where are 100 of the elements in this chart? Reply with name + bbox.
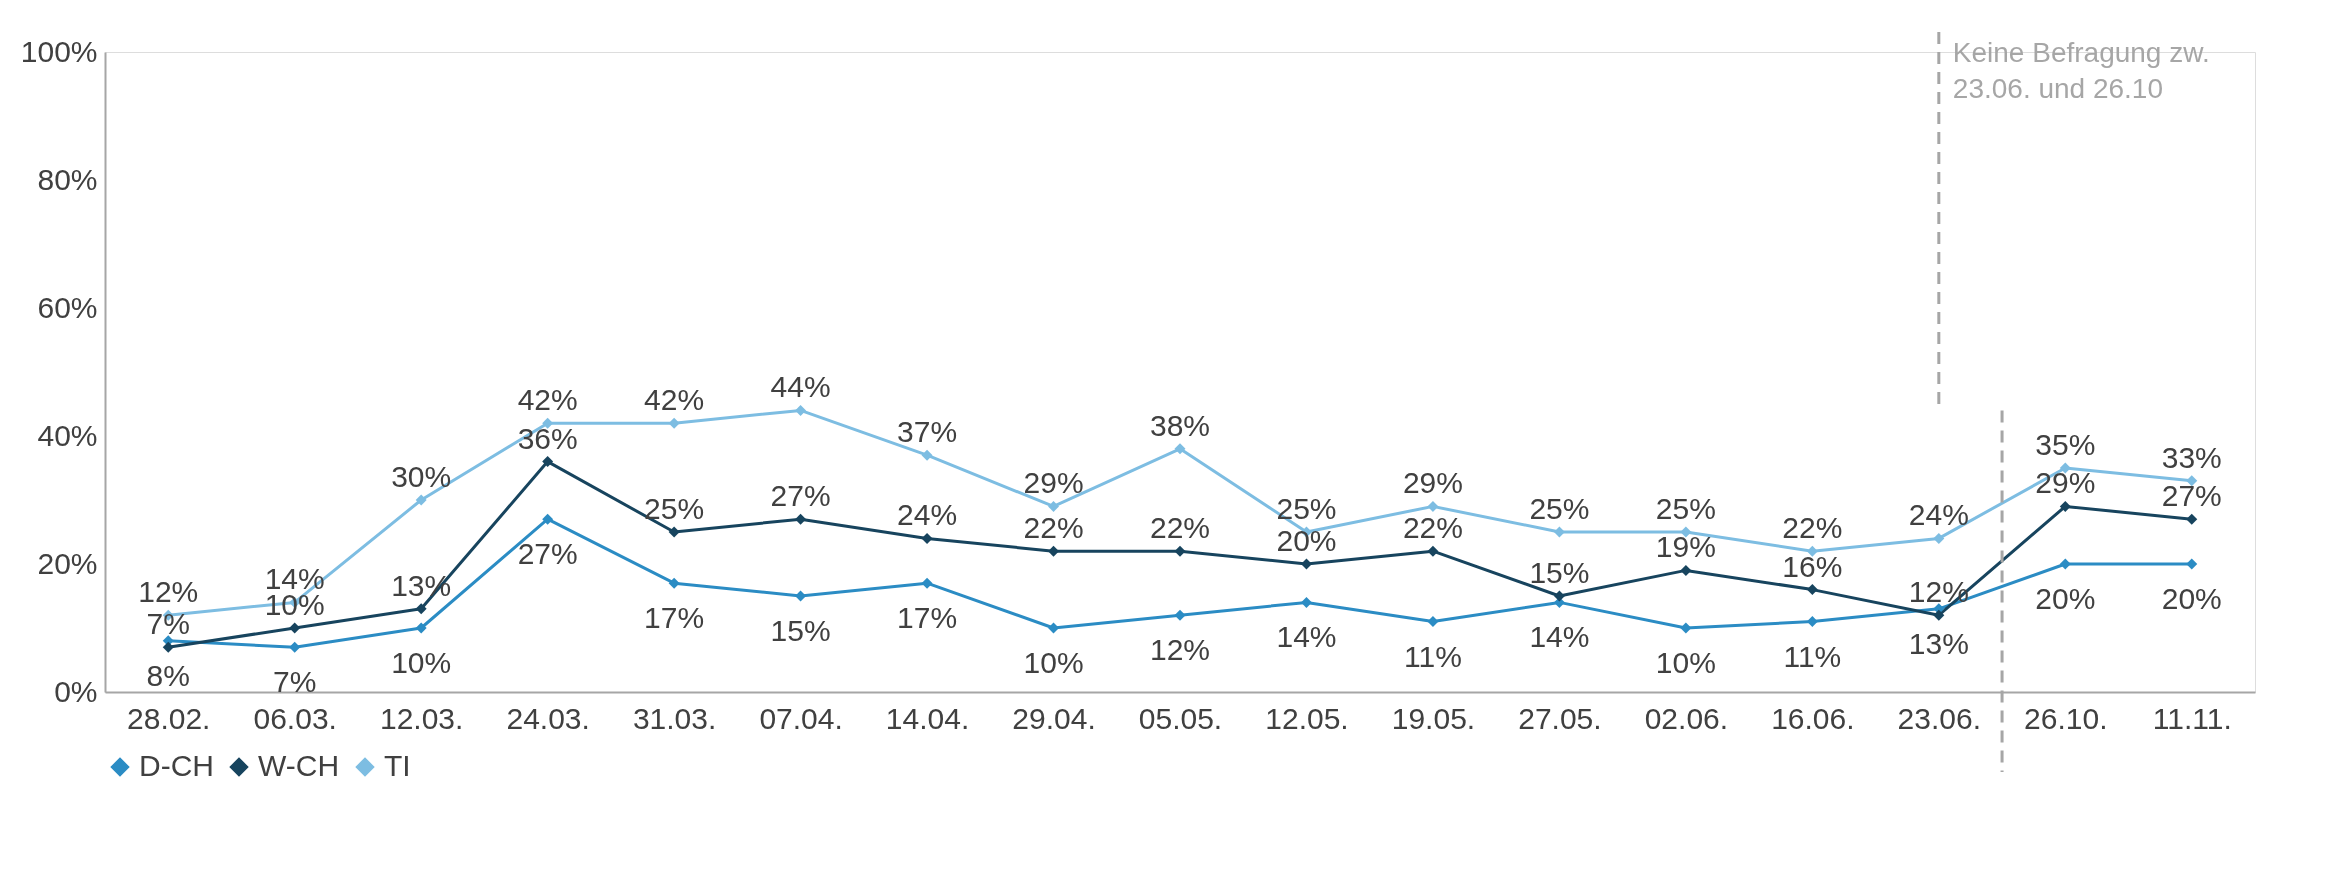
data-label: 37% (897, 415, 958, 449)
point (2186, 513, 2198, 525)
legend-label: D-CH (139, 749, 214, 782)
x-tick-label: 05.05. (1138, 701, 1223, 735)
x-tick-label: 16.06. (1771, 701, 1855, 735)
data-label: 19% (1655, 530, 1716, 564)
data-label: 11% (1783, 639, 1842, 673)
point (289, 641, 301, 653)
data-label: 16% (1782, 549, 1843, 583)
point (1933, 609, 1945, 621)
point (1174, 443, 1186, 455)
point (1680, 622, 1692, 634)
point (795, 404, 807, 416)
data-label: 17% (897, 601, 958, 635)
data-label: 14% (1276, 620, 1337, 654)
point (668, 417, 680, 429)
data-label: 12% (1149, 633, 1211, 667)
point (2059, 558, 2071, 570)
data-label: 25% (1276, 492, 1337, 525)
x-tick-label: 23.06. (1897, 701, 1982, 735)
point (2059, 462, 2071, 474)
data-label: 42% (644, 383, 705, 417)
data-label: 44% (770, 370, 831, 404)
data-label: 10% (1655, 646, 1716, 679)
point (415, 603, 427, 615)
point (1300, 596, 1312, 608)
point (795, 513, 807, 525)
data-label: 33% (2161, 440, 2222, 474)
data-label: 24% (1908, 498, 1969, 532)
point (289, 622, 301, 634)
x-tick-label: 11.11. (2152, 701, 2232, 735)
y-tick-label: 60% (37, 290, 98, 324)
point (1427, 616, 1439, 628)
data-label: 29% (1402, 466, 1463, 500)
point (668, 526, 680, 538)
x-tick-label: 28.02. (127, 701, 211, 735)
data-label: 27% (517, 537, 578, 571)
data-label: 38% (1149, 408, 1211, 442)
x-tick-label: 02.06. (1644, 701, 1729, 735)
point (1806, 584, 1818, 596)
data-label: 20% (2161, 582, 2222, 615)
data-label: 25% (644, 492, 705, 525)
x-tick-label: 26.10. (2024, 701, 2108, 735)
data-label: 7% (273, 665, 317, 699)
data-label: 24% (897, 498, 958, 532)
data-label: 22% (1402, 511, 1463, 545)
point (1806, 545, 1818, 557)
point (1048, 500, 1060, 512)
point (1427, 500, 1439, 512)
data-label: 15% (770, 614, 831, 647)
y-tick-label: 80% (37, 162, 98, 196)
point (542, 513, 554, 525)
y-tick-label: 0% (54, 674, 98, 708)
point (1680, 526, 1692, 538)
data-label: 8% (146, 658, 190, 692)
point (2186, 558, 2198, 570)
data-label: 29% (1023, 466, 1084, 500)
point (2059, 500, 2071, 512)
data-label: 20% (1276, 524, 1337, 557)
y-tick-label: 40% (37, 418, 98, 452)
x-tick-label: 31.03. (632, 701, 717, 735)
data-label: 22% (1149, 511, 1211, 545)
data-label: 7% (146, 607, 190, 641)
point (542, 456, 554, 468)
data-label: 27% (770, 479, 831, 513)
legend-label: TI (384, 749, 411, 782)
point (668, 577, 680, 589)
data-label: 42% (517, 383, 578, 417)
point (921, 449, 933, 461)
x-tick-label: 07.04. (759, 701, 843, 735)
point (1933, 532, 1945, 544)
data-label: 30% (391, 460, 452, 493)
point (1680, 564, 1692, 576)
data-label: 10% (391, 646, 452, 679)
data-label: 13% (1908, 626, 1969, 660)
point (1174, 545, 1186, 557)
x-tick-label: 12.03. (379, 701, 464, 735)
data-label: 25% (1655, 492, 1716, 525)
x-tick-label: 29.04. (1012, 701, 1096, 735)
point (415, 622, 427, 634)
data-label: 12% (1908, 575, 1969, 609)
data-label: 22% (1782, 511, 1843, 545)
point (1174, 609, 1186, 621)
data-label: 25% (1529, 492, 1590, 525)
x-tick-label: 27.05. (1518, 701, 1602, 735)
y-tick-label: 100% (20, 34, 98, 68)
point (162, 641, 174, 653)
point (2186, 475, 2198, 487)
data-label: 36% (517, 421, 578, 455)
x-tick-label: 06.03. (253, 701, 337, 735)
point (1806, 616, 1818, 628)
point (415, 494, 427, 506)
point (1427, 545, 1439, 557)
point (1553, 590, 1565, 602)
data-label: 15% (1529, 556, 1590, 589)
data-label: 29% (2035, 466, 2096, 500)
data-label: 12% (138, 575, 199, 609)
data-label: 10% (1023, 646, 1084, 679)
data-label: 20% (2035, 582, 2096, 615)
point (921, 577, 933, 589)
